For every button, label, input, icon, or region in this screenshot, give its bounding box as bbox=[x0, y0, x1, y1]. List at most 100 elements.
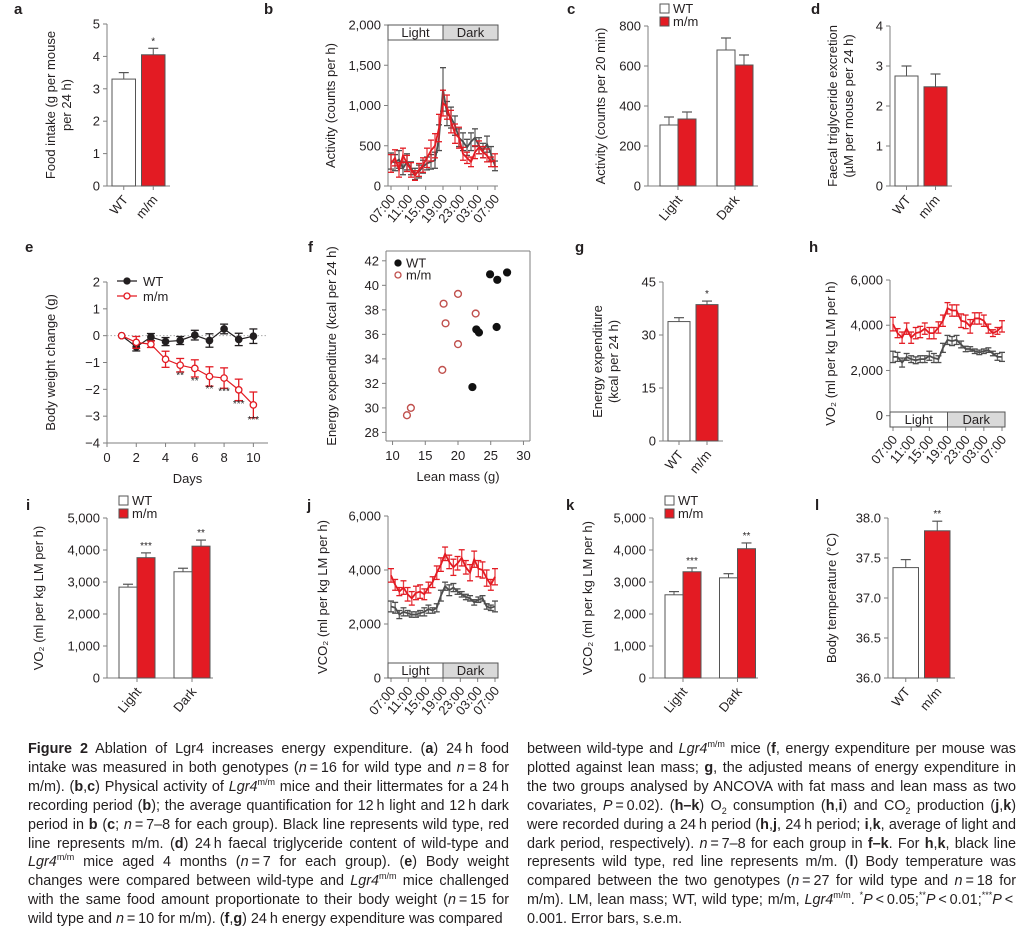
caption-run: Ablation of Lgr4 increases energy expend… bbox=[87, 741, 426, 757]
y-tick-label: 36 bbox=[365, 327, 379, 342]
data-point-WT bbox=[147, 333, 155, 341]
caption-run: ( bbox=[97, 816, 108, 833]
caption-run: j bbox=[772, 816, 777, 833]
y-tick-label: 42 bbox=[365, 253, 379, 268]
caption-run: i bbox=[838, 797, 843, 814]
caption-run: k bbox=[1003, 797, 1012, 814]
y-axis-label: VCO₂ (ml per kg LM per h) bbox=[580, 521, 595, 675]
y-tick-label: 40 bbox=[365, 278, 379, 293]
bar-WT-light bbox=[664, 594, 684, 679]
x-tick-label: 15 bbox=[418, 448, 432, 463]
data-point-WT bbox=[205, 336, 214, 345]
dark-period-band bbox=[947, 411, 1006, 428]
y-axis-label: Food intake (g per mouse bbox=[43, 31, 58, 179]
caption-run: Lgr4 bbox=[804, 892, 834, 909]
panel-e-body-weight-change-chart: −4 −3 −2 −1 0 1 2 Body weight change (g) e 0 2 4 6 8 1… bbox=[25, 239, 268, 486]
data-point-mm bbox=[249, 401, 258, 409]
y-axis-label: Body weight change (g) bbox=[43, 294, 58, 431]
bar-WT bbox=[894, 75, 919, 187]
y-tick-label: 1,000 bbox=[348, 98, 381, 113]
y-tick-label: 800 bbox=[619, 19, 641, 34]
significance-star: *** bbox=[248, 415, 260, 426]
caption-run: 2 bbox=[905, 805, 911, 816]
panel-label: l bbox=[815, 497, 819, 514]
caption-run: m/m bbox=[379, 871, 397, 882]
caption-run: ) 24 h energy expenditure was compared bbox=[242, 911, 503, 928]
y-tick-label: 4,000 bbox=[613, 543, 646, 558]
scatter-point-WT bbox=[474, 328, 484, 337]
y-tick-label: 1 bbox=[876, 139, 883, 154]
caption-run: , the adjusted means of energy expenditu… bbox=[527, 759, 1016, 814]
caption-run: = 8 for m/m). ( bbox=[28, 759, 510, 795]
data-point-mm bbox=[132, 338, 141, 347]
series-line-WT bbox=[893, 338, 1002, 364]
y-axis-label: Activity (counts per 20 min) bbox=[593, 28, 608, 185]
x-tick-label: m/m bbox=[687, 447, 715, 476]
scatter-point-WT bbox=[502, 268, 512, 277]
y-tick-label: 0 bbox=[634, 179, 641, 194]
y-tick-label: −4 bbox=[85, 436, 100, 451]
significance-star: *** bbox=[140, 541, 152, 552]
bar-mm bbox=[924, 530, 951, 679]
scatter-point-WT bbox=[492, 322, 501, 332]
significance-star: ** bbox=[191, 376, 199, 387]
caption-run: , bbox=[83, 778, 88, 795]
y-axis-label: VO₂ (ml per kg LM per h) bbox=[31, 526, 46, 670]
dark-period-band bbox=[442, 24, 499, 41]
data-point-WT bbox=[161, 337, 170, 346]
bar-mm-light bbox=[677, 118, 697, 187]
x-tick-label: Dark bbox=[716, 684, 745, 715]
bar-mm bbox=[141, 54, 166, 187]
caption-run: = 7–8 for each group). Black line repres… bbox=[28, 816, 510, 852]
significance-star: ** bbox=[743, 531, 751, 542]
caption-run: h bbox=[825, 797, 835, 814]
y-tick-label: 45 bbox=[642, 275, 656, 290]
y-tick-label: 0 bbox=[374, 179, 381, 194]
y-tick-label: 6,000 bbox=[850, 273, 883, 288]
data-point-WT bbox=[220, 325, 228, 333]
y-axis-label: VCO₂ (ml per kg LM per h) bbox=[315, 520, 330, 674]
caption-run: = 16 for wild type and bbox=[306, 759, 457, 776]
data-point-WT bbox=[176, 336, 185, 345]
light-period-label: Light bbox=[905, 412, 934, 427]
legend-label: m/m bbox=[678, 506, 703, 521]
x-axis-label: Days bbox=[173, 471, 203, 486]
caption-run: f–k bbox=[867, 835, 889, 852]
x-tick-label: WT bbox=[889, 684, 914, 709]
caption-run: , bbox=[868, 816, 873, 833]
y-tick-label: 0 bbox=[876, 179, 883, 194]
y-tick-label: 0 bbox=[93, 179, 100, 194]
caption-run: b bbox=[88, 816, 98, 833]
panel-label: i bbox=[26, 497, 30, 514]
y-tick-label: 1,500 bbox=[348, 58, 381, 73]
panel-label: d bbox=[811, 1, 820, 18]
caption-run: ) were recorded during a 24 h period ( bbox=[527, 797, 1016, 833]
caption-run: Lgr4 bbox=[228, 778, 258, 795]
legend-label: m/m bbox=[132, 506, 157, 521]
y-tick-label: 34 bbox=[365, 351, 379, 366]
series-line-WT bbox=[390, 584, 496, 616]
y-tick-label: 0 bbox=[93, 328, 100, 343]
caption-run: h bbox=[924, 835, 934, 852]
panel-label: h bbox=[809, 239, 818, 256]
caption-run: P bbox=[602, 797, 613, 814]
data-point-WT bbox=[234, 335, 243, 344]
legend-marker bbox=[123, 277, 131, 285]
y-tick-label: 2,000 bbox=[348, 617, 381, 632]
y-tick-label: 2 bbox=[93, 275, 100, 290]
y-tick-label: 2 bbox=[876, 99, 883, 114]
legend-label: WT bbox=[132, 493, 152, 508]
y-tick-label: 38.0 bbox=[856, 511, 881, 526]
y-tick-label: 37.5 bbox=[856, 551, 881, 566]
caption-run: n bbox=[954, 873, 963, 890]
panel-label: e bbox=[25, 239, 33, 256]
panel-j-vco2-timecourse-chart: 0 2,000 4,000 6,000 VCO₂ (ml per kg LM per h… bbox=[306, 497, 502, 718]
legend-marker bbox=[123, 292, 131, 300]
panel-a-food-intake-chart: 0 1 2 3 4 5 Food intake (g per mouse per 24 h) a… bbox=[14, 1, 170, 221]
x-tick-label: 4 bbox=[162, 450, 169, 465]
panel-label: c bbox=[567, 1, 575, 18]
y-tick-label: 3,000 bbox=[67, 575, 100, 590]
caption-run: production ( bbox=[910, 797, 996, 814]
data-point-mm bbox=[161, 355, 170, 364]
scatter-point-mm bbox=[406, 403, 415, 413]
